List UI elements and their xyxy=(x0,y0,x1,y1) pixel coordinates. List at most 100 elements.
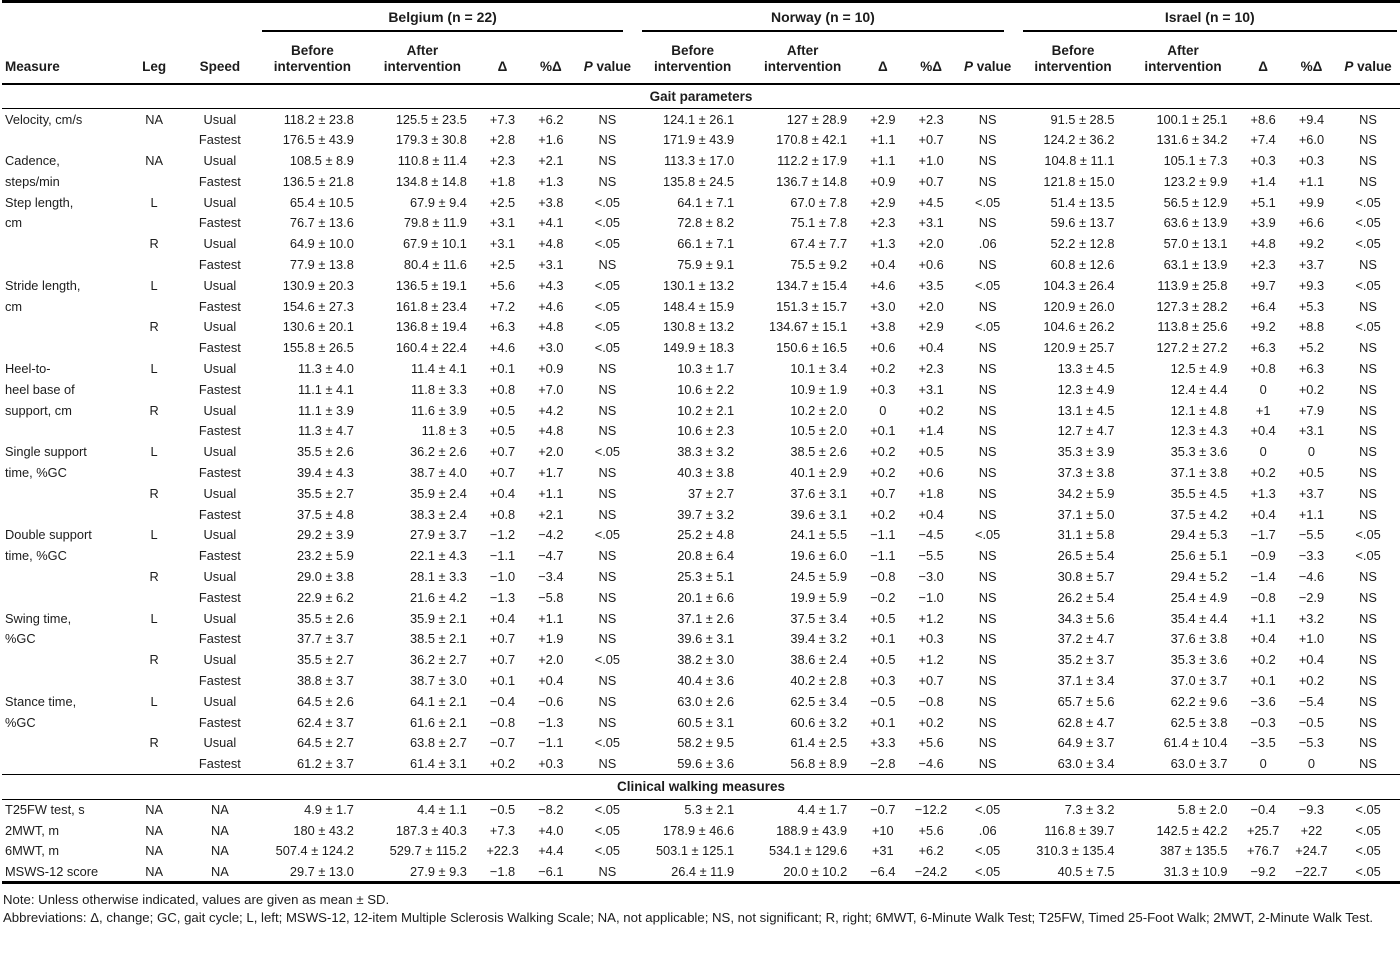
israel-p-value-cell: NS xyxy=(1359,402,1377,418)
belgium-delta-cell: −1.0 xyxy=(489,568,516,584)
belgium-pct-delta-cell: +4.4 xyxy=(538,843,564,859)
column-header-row: Measure Leg Speed Before intervention Af… xyxy=(2,33,1400,85)
israel-pct-delta-cell: +5.2 xyxy=(1298,340,1325,356)
belgium-before-cell: 130.6 ± 20.1 xyxy=(282,319,354,335)
israel-pct-delta-cell: −0.5 xyxy=(1298,714,1325,730)
measure-cell xyxy=(2,420,127,441)
norway-p-value-cell: <.05 xyxy=(975,863,1001,879)
table-row: Swing time, L Usual 35.5 ± 2.6 35.9 ± 2.1 +0.… xyxy=(2,608,1400,629)
belgium-delta-cell: +2.8 xyxy=(489,132,516,148)
measure-cell xyxy=(2,129,127,150)
israel-before-cell: 59.6 ± 13.7 xyxy=(1050,215,1115,231)
leg-cell: R xyxy=(149,568,159,584)
israel-before-cell: 7.3 ± 3.2 xyxy=(1064,802,1115,818)
speed-cell: Fastest xyxy=(198,256,241,272)
table-row: Fastest 22.9 ± 6.2 21.6 ± 4.2 −1.3 −5.8 NS 20.… xyxy=(2,587,1400,608)
norway-pct-delta-cell: +0.2 xyxy=(918,402,944,418)
belgium-pct-delta-cell: +4.8 xyxy=(538,423,564,439)
belgium-after-cell: 11.4 ± 4.1 xyxy=(411,360,467,376)
measure-cell: %GC xyxy=(5,631,36,647)
norway-after-cell: 151.3 ± 15.7 xyxy=(776,298,848,314)
table-row: R Usual 35.5 ± 2.7 35.9 ± 2.4 +0.4 +1.1 NS 37 ±… xyxy=(2,483,1400,504)
israel-p-value-cell: <.05 xyxy=(1355,236,1381,252)
belgium-delta-cell: −1.3 xyxy=(489,589,516,605)
norway-delta-cell: +4.6 xyxy=(870,277,896,293)
belgium-p-value-cell: NS xyxy=(598,631,617,647)
table-row: R Usual 64.9 ± 10.0 67.9 ± 10.1 +3.1 +4.8 <.05… xyxy=(2,233,1400,254)
measure-cell xyxy=(2,649,127,670)
norway-delta-cell: +0.2 xyxy=(870,360,896,376)
measure-cell: Stance time, xyxy=(5,693,77,709)
israel-delta-cell: −1.4 xyxy=(1250,568,1276,584)
norway-pct-delta-cell: +6.2 xyxy=(918,843,944,859)
belgium-pct-delta-cell: −0.6 xyxy=(538,693,564,709)
norway-delta-cell: +1.1 xyxy=(870,152,896,168)
israel-before-cell: 65.7 ± 5.6 xyxy=(1057,693,1115,709)
israel-before-cell: 116.8 ± 39.7 xyxy=(1044,822,1115,838)
norway-pct-delta-cell: +0.2 xyxy=(918,714,944,730)
israel-p-value-cell: <.05 xyxy=(1355,319,1381,335)
norway-delta-cell: +0.5 xyxy=(870,610,896,626)
israel-before-cell: 35.3 ± 3.9 xyxy=(1057,444,1115,460)
israel-before-cell: 124.2 ± 36.2 xyxy=(1043,132,1115,148)
israel-pct-delta-cell: +22 xyxy=(1300,822,1323,838)
norway-delta-cell: +0.6 xyxy=(870,340,896,356)
col-header-pct-delta-norway: %Δ xyxy=(906,33,956,85)
belgium-before-cell: 64.9 ± 10.0 xyxy=(289,236,354,252)
norway-after-cell: 10.9 ± 1.9 xyxy=(790,381,848,397)
israel-pct-delta-cell: +5.3 xyxy=(1298,298,1325,314)
norway-after-cell: 62.5 ± 3.4 xyxy=(790,693,848,709)
israel-before-cell: 51.4 ± 13.5 xyxy=(1050,194,1115,210)
measure-cell: Swing time, xyxy=(5,610,72,626)
israel-p-value-cell: <.05 xyxy=(1355,822,1381,838)
norway-p-value-cell: NS xyxy=(978,755,997,771)
belgium-after-cell: 125.5 ± 23.5 xyxy=(395,111,467,127)
norway-before-cell: 503.1 ± 125.1 xyxy=(655,843,735,859)
israel-pct-delta-cell: +0.2 xyxy=(1298,672,1325,688)
speed-cell: Usual xyxy=(203,444,237,460)
measure-cell: cm xyxy=(5,215,23,231)
belgium-after-cell: 134.8 ± 14.8 xyxy=(395,173,467,189)
measure-cell: 6MWT, m xyxy=(5,843,60,859)
norway-delta-cell: −0.8 xyxy=(870,568,896,584)
belgium-before-cell: 35.5 ± 2.6 xyxy=(296,610,354,626)
israel-after-cell: 29.4 ± 5.2 xyxy=(1170,568,1228,584)
speed-cell: NA xyxy=(210,863,229,879)
belgium-delta-cell: −0.7 xyxy=(489,735,516,751)
norway-pct-delta-cell: +0.7 xyxy=(918,672,944,688)
table-row: steps/min Fastest 136.5 ± 21.8 134.8 ± 14.8… xyxy=(2,171,1400,192)
israel-after-cell: 127.3 ± 28.2 xyxy=(1156,298,1228,314)
leg-cell xyxy=(127,545,180,566)
israel-pct-delta-cell: +0.3 xyxy=(1298,152,1325,168)
table-row: cm Fastest 154.6 ± 27.3 161.8 ± 23.4 +7.2 +4.… xyxy=(2,296,1400,317)
israel-pct-delta-cell: +6.3 xyxy=(1298,360,1325,376)
table-row: 6MWT, m NA NA 507.4 ± 124.2 529.7 ± 115.2 +22… xyxy=(2,841,1400,862)
speed-cell: Usual xyxy=(203,568,237,584)
norway-delta-cell: +0.1 xyxy=(870,631,896,647)
israel-pct-delta-cell: −3.3 xyxy=(1298,548,1325,564)
israel-pct-delta-cell: −4.6 xyxy=(1298,568,1325,584)
norway-p-value-cell: NS xyxy=(978,360,997,376)
country-label: Israel (n = 10) xyxy=(1022,9,1397,32)
belgium-before-cell: 77.9 ± 13.8 xyxy=(289,256,354,272)
measure-cell: heel base of xyxy=(5,381,75,397)
norway-pct-delta-cell: +0.4 xyxy=(918,506,944,522)
israel-p-value-cell: NS xyxy=(1359,652,1377,668)
col-header-after-norway: After intervention xyxy=(746,33,860,85)
belgium-p-value-cell: <.05 xyxy=(594,277,620,293)
belgium-p-value-cell: <.05 xyxy=(594,298,620,314)
israel-pct-delta-cell: +24.7 xyxy=(1295,843,1328,859)
norway-after-cell: 19.6 ± 6.0 xyxy=(790,548,848,564)
speed-cell: Fastest xyxy=(198,672,241,688)
measure-cell: Velocity, cm/s xyxy=(5,111,83,127)
israel-p-value-cell: NS xyxy=(1359,568,1377,584)
measure-cell: Step length, xyxy=(5,194,74,210)
belgium-delta-cell: −1.1 xyxy=(489,548,516,564)
speed-cell: NA xyxy=(210,822,229,838)
leg-cell xyxy=(127,129,180,150)
norway-after-cell: 134.67 ± 15.1 xyxy=(769,319,848,335)
belgium-delta-cell: +2.3 xyxy=(489,152,516,168)
israel-before-cell: 26.2 ± 5.4 xyxy=(1057,589,1115,605)
israel-p-value-cell: NS xyxy=(1359,152,1377,168)
norway-delta-cell: +3.8 xyxy=(870,319,896,335)
